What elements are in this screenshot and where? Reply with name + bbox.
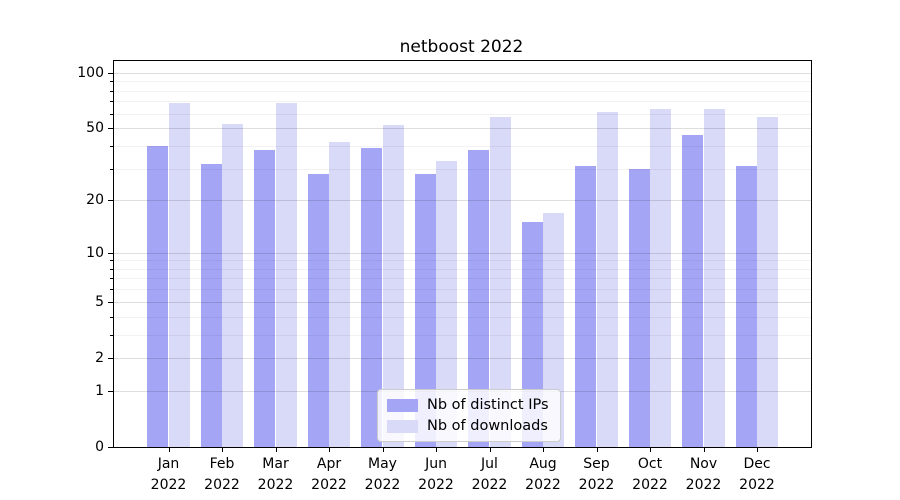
x-tick-label-apr: Apr 2022	[311, 456, 347, 493]
x-tick-jun	[436, 447, 437, 452]
y-minor-tick-40	[110, 145, 113, 147]
bar-distinct-ips-feb	[200, 163, 222, 447]
y-tick-0	[108, 447, 113, 448]
bar-distinct-ips-dec	[735, 166, 757, 447]
bar-downloads-jul	[489, 116, 511, 447]
legend: Nb of distinct IPs Nb of downloads	[377, 389, 561, 442]
x-tick-jan	[168, 447, 170, 452]
x-tick-oct	[650, 447, 651, 452]
bar-distinct-ips-jan	[147, 146, 169, 447]
y-tick-label-20: 20	[86, 192, 104, 209]
y-minor-tick-60	[110, 113, 113, 115]
legend-swatch-downloads	[387, 419, 418, 433]
x-tick-label-aug: Aug 2022	[525, 456, 561, 493]
legend-label-downloads: Nb of downloads	[427, 418, 548, 434]
major-gridline-100	[114, 72, 811, 74]
y-minor-tick-8	[110, 268, 113, 270]
y-tick-50	[108, 128, 113, 130]
x-tick-label-jan: Jan 2022	[150, 456, 187, 493]
y-minor-tick-6	[110, 289, 113, 291]
x-tick-aug	[543, 447, 544, 452]
y-minor-tick-4	[110, 316, 113, 318]
bar-downloads-aug	[543, 212, 565, 447]
x-tick-dec	[757, 447, 758, 452]
y-tick-2	[108, 357, 113, 359]
bar-downloads-sep	[596, 112, 618, 447]
x-tick-label-feb: Feb 2022	[204, 456, 240, 493]
y-tick-label-5: 5	[95, 293, 104, 310]
x-tick-jul	[489, 447, 491, 452]
plot-area: Nb of distinct IPs Nb of downloads 0 1 2 5 1…	[77, 60, 812, 493]
bar-distinct-ips-apr	[307, 174, 329, 447]
legend-item-downloads: Nb of downloads	[387, 418, 549, 434]
y-tick-100	[108, 72, 113, 74]
y-minor-tick-7	[110, 278, 113, 280]
y-minor-tick-90	[110, 81, 113, 83]
y-tick-label-0: 0	[95, 439, 104, 455]
bar-distinct-ips-nov	[682, 134, 704, 447]
x-tick-apr	[329, 447, 330, 452]
y-tick-5	[108, 301, 113, 303]
x-tick-label-mar: Mar 2022	[257, 456, 294, 493]
x-tick-sep	[596, 447, 598, 452]
x-tick-may	[382, 447, 384, 452]
bar-distinct-ips-jun	[414, 174, 436, 447]
y-minor-tick-30	[110, 168, 113, 170]
legend-item-distinct-ips: Nb of distinct IPs	[387, 397, 549, 413]
bar-downloads-jan	[168, 102, 190, 447]
x-tick-label-may: May 2022	[364, 456, 401, 493]
y-tick-1	[108, 390, 113, 392]
bar-distinct-ips-mar	[254, 150, 276, 447]
x-tick-feb	[222, 447, 223, 452]
y-minor-tick-9	[110, 260, 113, 262]
bar-distinct-ips-may	[361, 148, 383, 447]
legend-swatch-distinct-ips	[387, 398, 418, 412]
x-tick-label-oct: Oct 2022	[632, 456, 668, 493]
minor-gridline-80	[114, 90, 811, 92]
y-tick-label-10: 10	[86, 244, 104, 261]
y-minor-tick-3	[110, 334, 113, 336]
bar-downloads-nov	[703, 108, 725, 447]
y-minor-tick-70	[110, 101, 113, 103]
bar-downloads-oct	[650, 108, 672, 447]
y-tick-20	[108, 200, 113, 202]
bar-downloads-jun	[436, 161, 458, 447]
bar-downloads-apr	[329, 142, 351, 447]
y-tick-10	[108, 252, 113, 254]
x-tick-label-jul: Jul 2022	[471, 456, 508, 493]
bar-downloads-feb	[222, 123, 244, 447]
bar-downloads-mar	[275, 102, 297, 447]
y-tick-label-1: 1	[95, 382, 104, 399]
x-tick-nov	[703, 447, 705, 452]
x-tick-mar	[275, 447, 277, 452]
bar-distinct-ips-oct	[628, 168, 650, 447]
x-tick-label-dec: Dec 2022	[739, 456, 775, 493]
y-tick-label-100: 100	[77, 64, 104, 81]
x-tick-label-jun: Jun 2022	[418, 456, 454, 493]
minor-gridline-90	[114, 81, 811, 83]
minor-gridline-70	[114, 101, 811, 103]
x-tick-label-sep: Sep 2022	[578, 456, 615, 493]
y-tick-label-50: 50	[86, 120, 104, 137]
bar-downloads-dec	[757, 116, 779, 447]
x-tick-label-nov: Nov 2022	[685, 456, 722, 493]
bar-distinct-ips-sep	[575, 166, 597, 447]
legend-label-distinct-ips: Nb of distinct IPs	[427, 397, 549, 413]
bar-distinct-ips-jul	[468, 150, 490, 447]
bar-downloads-may	[382, 125, 404, 447]
chart-title: netboost 2022	[399, 37, 524, 57]
y-tick-label-2: 2	[95, 349, 104, 366]
y-minor-tick-80	[110, 90, 113, 92]
